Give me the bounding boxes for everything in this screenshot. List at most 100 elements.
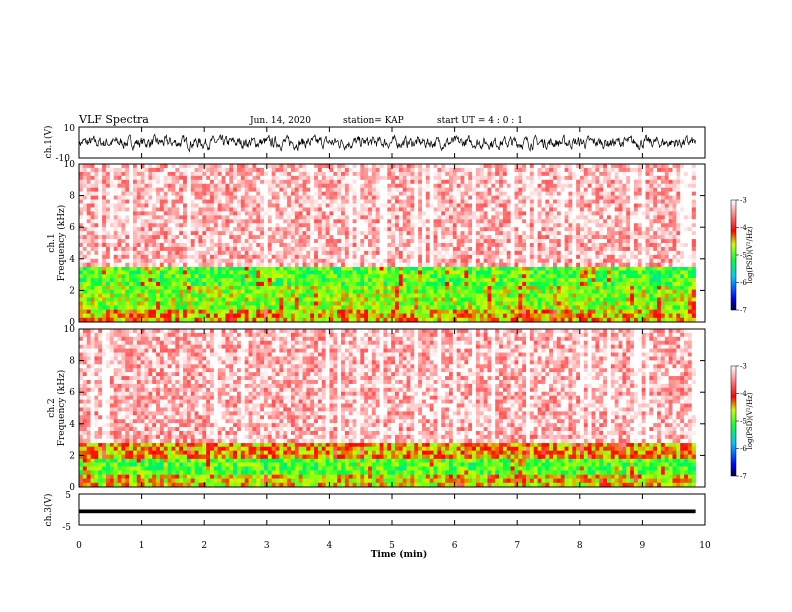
spectrogram-cell [529, 305, 535, 310]
spectrogram-cell [364, 285, 369, 290]
spectrogram-cell [460, 207, 465, 212]
spectrogram-cell [79, 274, 84, 279]
spectrogram-cell [298, 223, 303, 228]
spectrogram-cell [225, 254, 230, 260]
spectrogram-cell [233, 239, 238, 244]
spectrogram-cell [194, 317, 199, 323]
spectrogram-cell [171, 281, 176, 286]
spectrogram-cell [171, 266, 176, 271]
spectrogram-cell [221, 262, 226, 267]
spectrogram-cell [298, 254, 303, 260]
spectrogram-cell [633, 270, 639, 275]
spectrogram-cell [102, 231, 107, 236]
spectrogram-cell [90, 266, 95, 271]
spectrogram-cell [248, 235, 253, 240]
spectrogram-cell [125, 235, 130, 240]
spectrogram-cell [529, 297, 535, 302]
spectrogram-cell [325, 195, 330, 200]
spectrogram-cell [522, 285, 527, 290]
spectrogram-cell [402, 262, 407, 267]
spectrogram-cell [175, 171, 180, 177]
spectrogram-cell [352, 285, 357, 290]
spectrogram-cell [171, 239, 176, 244]
spectrogram-cell [414, 227, 419, 232]
spectrogram-cell [383, 317, 388, 323]
spectrogram-cell [279, 203, 284, 208]
spectrogram-cell [560, 293, 565, 298]
spectrogram-cell [279, 183, 284, 188]
spectrogram-cell [549, 305, 554, 310]
spectrogram-cell [421, 239, 427, 244]
spectrogram-cell [237, 254, 242, 260]
spectrogram-cell [240, 191, 246, 196]
spectrogram-cell [260, 199, 265, 204]
spectrogram-cell [237, 258, 242, 264]
spectrogram-cell [213, 285, 219, 290]
spectrogram-cell [676, 305, 681, 310]
spectrogram-cell [86, 262, 91, 267]
spectrogram-cell [183, 289, 188, 294]
spectrogram-cell [472, 199, 477, 204]
spectrogram-cell [186, 274, 192, 279]
spectrogram-cell [306, 203, 311, 208]
spectrogram-cell [109, 223, 114, 228]
spectrogram-cell [129, 191, 134, 196]
spectrogram-cell [410, 305, 415, 310]
spectrogram-cell [371, 305, 377, 310]
spectrogram-cell [599, 317, 604, 323]
spectrogram-cell [275, 187, 280, 192]
spectrogram-cell [132, 235, 138, 240]
spectrogram-cell [499, 305, 504, 310]
spectrogram-cell [279, 258, 284, 264]
spectrogram-cell [233, 187, 238, 192]
spectrogram-cell [325, 313, 330, 319]
spectrogram-cell [410, 243, 415, 248]
spectrogram-cell [217, 167, 222, 173]
spectrogram-cell [479, 191, 484, 196]
spectrogram-cell [206, 215, 211, 220]
spectrogram-cell [210, 246, 215, 252]
spectrogram-cell [256, 175, 261, 181]
spectrogram-cell [314, 301, 319, 306]
spectrogram-cell [445, 254, 450, 260]
spectrogram-cell [144, 254, 149, 260]
spectrogram-cell [275, 266, 280, 271]
spectrogram-cell [664, 301, 669, 306]
spectrogram-cell [287, 281, 292, 286]
spectrogram-cell [109, 195, 114, 200]
spectrogram-cell [263, 254, 269, 260]
spectrogram-cell [429, 235, 434, 240]
spectrogram-cell [510, 293, 515, 298]
spectrogram-cell [213, 215, 219, 220]
spectrogram-cell [379, 179, 384, 185]
spectrogram-cell [368, 235, 373, 240]
spectrogram-cell [406, 164, 411, 169]
spectrogram-cell [163, 281, 168, 286]
spectrogram-cell [194, 231, 199, 236]
spectrogram-cell [321, 297, 326, 302]
spectrogram-cell [448, 239, 454, 244]
spectrogram-cell [587, 270, 592, 275]
spectrogram-cell [186, 227, 192, 232]
spectrogram-cell [213, 164, 219, 169]
spectrogram-cell [275, 207, 280, 212]
spectrogram-cell [98, 235, 103, 240]
spectrogram-cell [244, 179, 249, 185]
spectrogram-cell [175, 164, 180, 169]
spectrogram-cell [171, 219, 176, 224]
spectrogram-cell [495, 313, 500, 319]
spectrogram-cell [348, 301, 353, 306]
spectrogram-cell [302, 274, 307, 279]
spectrogram-cell [445, 250, 450, 256]
spectrogram-cell [495, 297, 500, 302]
spectrogram-cell [113, 164, 118, 169]
spectrogram-cell [587, 297, 592, 302]
spectrogram-cell [684, 266, 689, 271]
spectrogram-cell [171, 285, 176, 290]
spectrogram-cell [445, 258, 450, 264]
spectrogram-cell [452, 199, 457, 204]
spectrogram-cell [660, 278, 666, 283]
spectrogram-cell [610, 301, 615, 306]
spectrogram-cell [360, 187, 365, 192]
spectrogram-cell [171, 227, 176, 232]
